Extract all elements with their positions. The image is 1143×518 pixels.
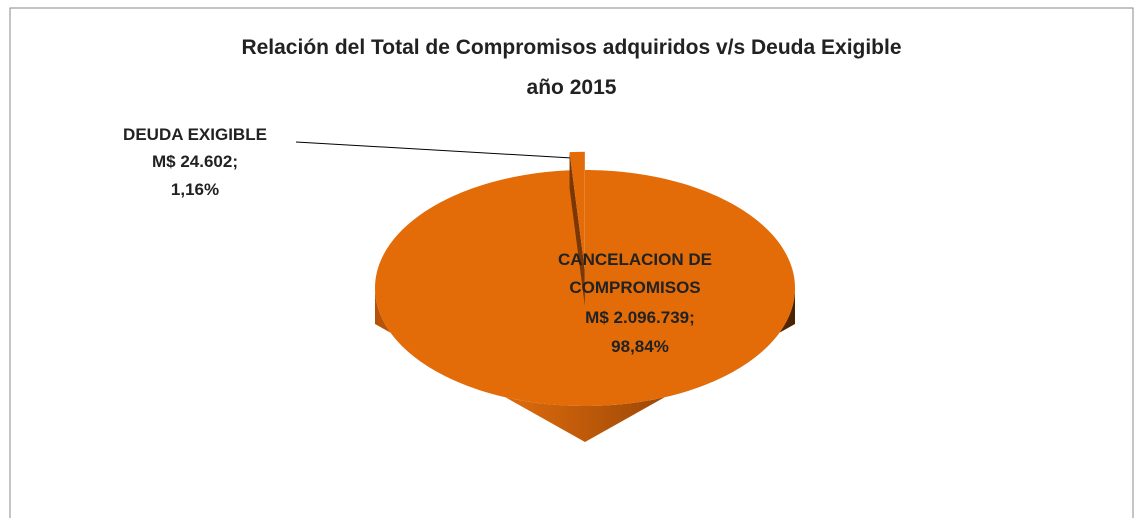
pie-slice bbox=[375, 170, 795, 406]
pie-slice bbox=[569, 151, 585, 270]
category-label: CANCELACION DE COMPROMISOS bbox=[558, 250, 712, 297]
category-label: DEUDA EXIGIBLE bbox=[123, 125, 267, 144]
value-label: 1,16% bbox=[170, 180, 220, 199]
pie-side bbox=[375, 288, 795, 442]
leader-line bbox=[295, 141, 573, 159]
chart-subtitle: año 2015 bbox=[526, 76, 617, 99]
value-label: 98,84% bbox=[611, 337, 669, 356]
chart-border bbox=[9, 7, 1134, 518]
amount-label: M$ 2.096.739; bbox=[585, 308, 695, 327]
chart-title: Relación del Total de Compromisos adquir… bbox=[241, 36, 902, 59]
pie-side bbox=[569, 152, 585, 306]
amount-label: M$ 24.602; bbox=[152, 152, 238, 171]
